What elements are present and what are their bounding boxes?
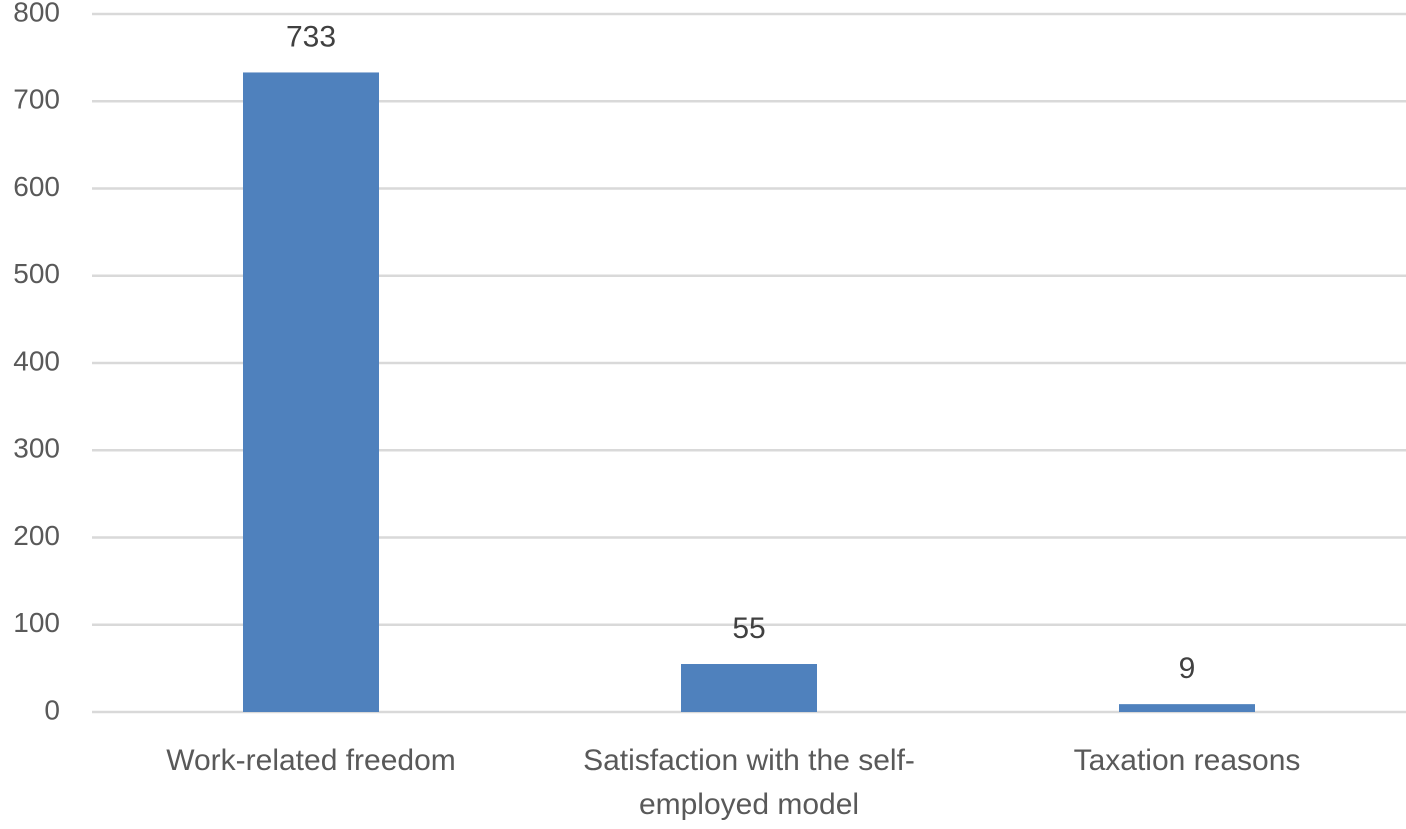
data-label: 9 — [1179, 652, 1196, 685]
y-tick-label: 200 — [13, 520, 60, 551]
y-tick-label: 500 — [13, 258, 60, 289]
x-category-label: employed model — [639, 788, 859, 821]
bar — [1119, 704, 1255, 712]
data-label: 733 — [286, 20, 336, 53]
x-category-label: Work-related freedom — [166, 744, 456, 777]
y-tick-label: 600 — [13, 171, 60, 202]
bar — [243, 72, 379, 712]
x-category-label: Taxation reasons — [1074, 744, 1301, 777]
bar — [681, 664, 817, 712]
y-tick-label: 0 — [44, 694, 60, 725]
x-category-label: Satisfaction with the self- — [583, 744, 915, 777]
y-tick-label: 800 — [13, 0, 60, 27]
x-axis-category-labels: Work-related freedom Satisfaction with th… — [166, 744, 1300, 821]
y-axis-tick-labels: 0 100 200 300 400 500 600 700 800 — [13, 0, 60, 725]
data-labels: 733 55 9 — [286, 20, 1195, 685]
data-label: 55 — [732, 612, 765, 645]
bars — [243, 72, 1255, 712]
y-tick-label: 100 — [13, 607, 60, 638]
y-tick-label: 700 — [13, 84, 60, 115]
y-tick-label: 300 — [13, 433, 60, 464]
y-tick-label: 400 — [13, 345, 60, 376]
